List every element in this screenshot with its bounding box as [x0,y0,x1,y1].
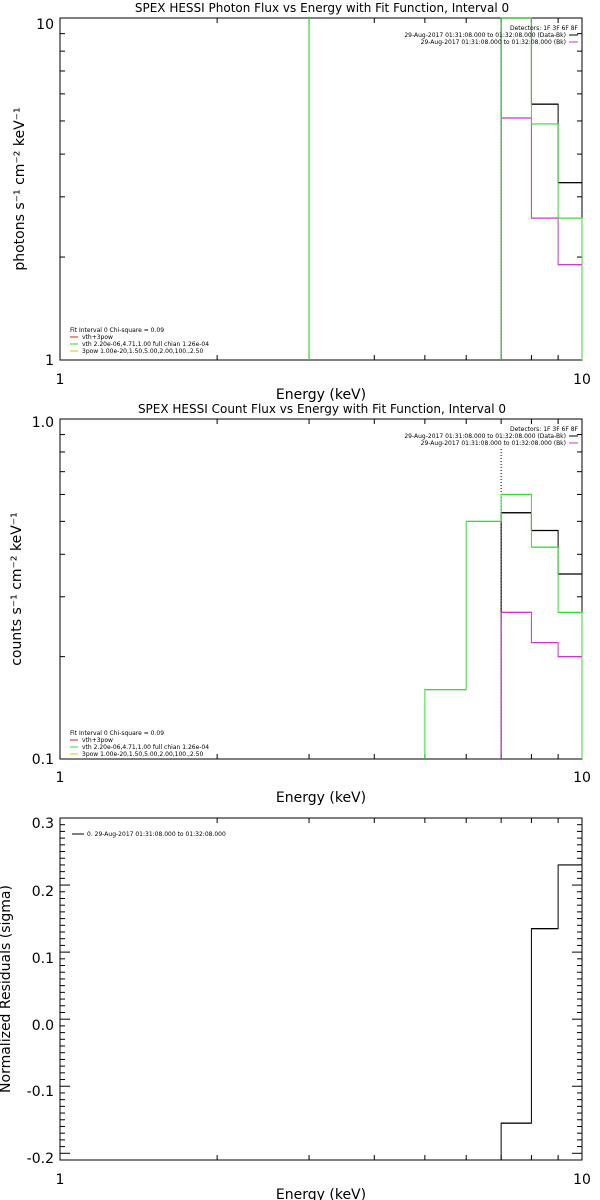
x-axis-label: Energy (keV) [276,1187,366,1200]
series-line [500,512,583,759]
series-line [500,864,583,1160]
x-tick-label-max: 10 [573,1172,591,1188]
series-marks [424,449,583,759]
y-tick-label: 0.0 [32,1018,54,1034]
series-line [500,611,583,759]
time-range-legend: 29-Aug-2017 01:31:08.000 to 01:32:08.000… [404,433,578,447]
series [500,17,583,360]
plot-frame [59,418,583,760]
x-tick-label-max: 10 [573,372,591,388]
series [500,864,583,1160]
detectors-label: Detectors: 1F 3F 6F 8F [510,25,579,32]
fit-legend-header: Fit Interval 0 Chi-square = 0.09 [70,730,164,737]
fit-legend-label: 3pow 1.00e-20,1.50,5.00,2.00,100.,2.50 [82,348,203,355]
series-line [500,17,583,360]
fit-legend-header: Fit Interval 0 Chi-square = 0.09 [70,327,164,334]
y-tick-label: 0.3 [32,816,54,832]
y-tick-label-min: 1 [45,353,54,369]
series [500,512,583,759]
y-tick-label: -0.1 [27,1084,54,1100]
fit-legend-label: vth+3pow [82,737,113,744]
chart-title: SPEX HESSI Count Flux vs Energy with Fit… [138,402,506,416]
series-marks [500,864,583,1160]
y-tick-label-min: 0.1 [32,752,54,768]
plot-frame [59,17,583,361]
series-line [500,17,583,360]
chart-title: SPEX HESSI Photon Flux vs Energy with Fi… [135,1,509,15]
residuals-panel: 1 10 -0.2 -0.1 0.0 0.1 0.2 0.3 Energy (k… [0,816,591,1200]
time-range-label: 29-Aug-2017 01:31:08.000 to 01:32:08.000… [421,440,566,447]
x-axis-label: Energy (keV) [276,387,366,403]
series-marks [308,17,583,360]
fit-legend-label: vth 2.20e-06,4.71,1.00 full chian 1.26e-… [82,744,209,751]
fit-legend-label: 3pow 1.00e-20,1.50,5.00,2.00,100.,2.50 [82,751,203,758]
series [308,17,583,360]
x-tick-label-min: 1 [56,1172,65,1188]
series-line [500,117,583,360]
count-flux-panel: SPEX HESSI Count Flux vs Energy with Fit… [9,402,591,806]
series [500,117,583,360]
y-tick-label: -0.2 [27,1151,54,1167]
x-axis-label: Energy (keV) [276,790,366,806]
legend-label: 0. 29-Aug-2017 01:31:08.000 to 01:32:08.… [87,831,226,838]
x-tick-label-min: 1 [56,372,65,388]
residuals-legend: 0. 29-Aug-2017 01:31:08.000 to 01:32:08.… [72,831,226,838]
plot-frame [59,817,583,1161]
time-range-label: 29-Aug-2017 01:31:08.000 to 01:32:08.000… [404,433,566,440]
axis-ticks [59,17,583,361]
detectors-label: Detectors: 1F 3F 6F 8F [510,426,579,433]
y-axis-label: photons s⁻¹ cm⁻² keV⁻¹ [12,107,28,270]
series [424,493,583,759]
y-axis-label: counts s⁻¹ cm⁻² keV⁻¹ [9,512,25,666]
photon-flux-panel: SPEX HESSI Photon Flux vs Energy with Fi… [12,1,591,403]
time-range-label: 29-Aug-2017 01:31:08.000 to 01:32:08.000… [421,39,566,46]
x-tick-label-min: 1 [56,770,65,786]
y-tick-label: 0.2 [32,884,54,900]
time-range-legend: 29-Aug-2017 01:31:08.000 to 01:32:08.000… [404,32,578,46]
axis-ticks [59,817,583,1160]
y-tick-label: 0.1 [32,951,54,967]
y-axis-label: Normalized Residuals (sigma) [0,885,14,1093]
y-tick-label-max: 1.0 [32,415,54,431]
fit-legend-label: vth 2.20e-06,4.71,1.00 full chian 1.26e-… [82,341,209,348]
fit-legend: Fit Interval 0 Chi-square = 0.09 vth+3po… [70,327,209,355]
fit-legend: Fit Interval 0 Chi-square = 0.09 vth+3po… [70,730,209,758]
y-tick-label-max: 10 [36,17,54,33]
time-range-label: 29-Aug-2017 01:31:08.000 to 01:32:08.000… [404,32,566,39]
x-tick-label-max: 10 [573,770,591,786]
series [500,611,583,759]
fit-legend-label: vth+3pow [82,334,113,341]
axis-ticks [59,418,583,760]
series-line [424,493,583,759]
